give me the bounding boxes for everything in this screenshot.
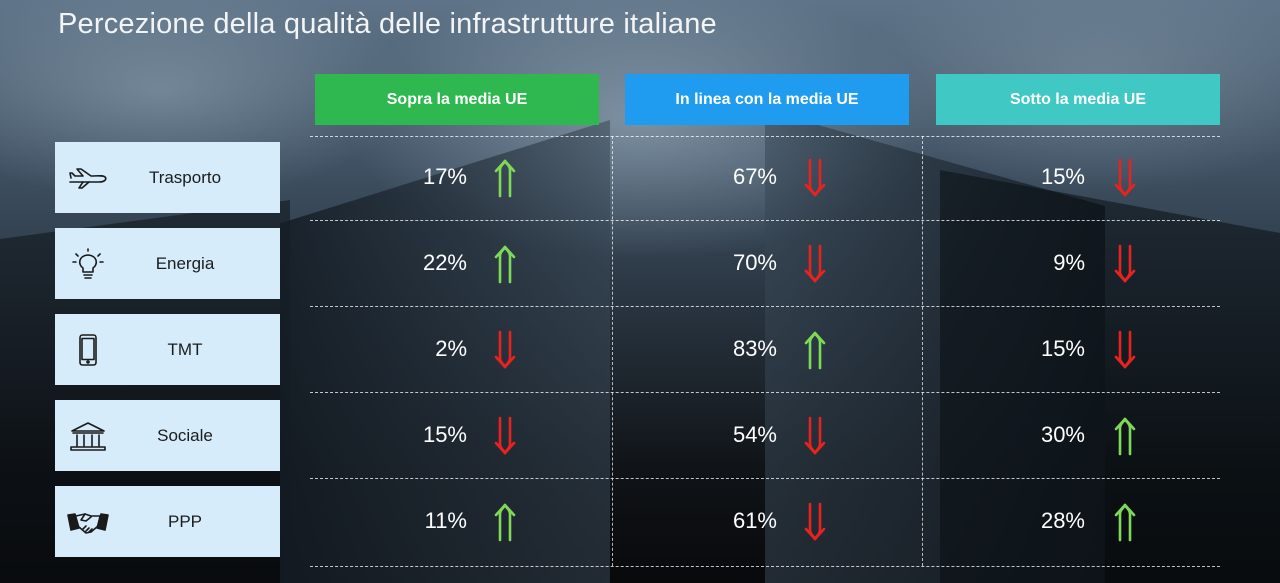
page-title: Percezione della qualità delle infrastru… <box>58 8 717 40</box>
cell-value: 83% <box>732 336 777 361</box>
column-header: In linea con la media UE <box>625 74 909 125</box>
arrow-down-icon <box>1114 244 1136 283</box>
cell-value: 9% <box>1053 250 1085 275</box>
arrow-down-icon <box>804 244 826 283</box>
row-label-tmt: TMT <box>55 314 280 385</box>
cell-value: 28% <box>1040 508 1085 533</box>
grid-line <box>310 136 1220 137</box>
arrow-down-icon <box>494 330 516 369</box>
row-label-text: Trasporto <box>148 167 222 187</box>
row-label-text: TMT <box>167 339 203 359</box>
grid-line <box>310 220 1220 221</box>
arrow-down-icon <box>804 502 826 541</box>
arrow-up-icon <box>494 159 516 198</box>
smartphone-icon <box>79 333 97 366</box>
cell-value: 30% <box>1040 422 1085 447</box>
row-label-text: PPP <box>167 511 203 531</box>
institution-icon <box>70 421 106 451</box>
row-label-text: Sociale <box>157 425 213 445</box>
row-label-energia: Energia <box>55 228 280 299</box>
grid-line <box>310 392 1220 393</box>
cell-value: 22% <box>422 250 467 275</box>
row-label-text: Energia <box>155 253 215 273</box>
cell-value: 61% <box>732 508 777 533</box>
cell-value: 15% <box>1040 336 1085 361</box>
arrow-up-icon <box>1114 503 1136 542</box>
handshake-icon <box>67 512 109 534</box>
grid-line <box>922 136 923 566</box>
row-label-sociale: Sociale <box>55 400 280 471</box>
arrow-down-icon <box>804 416 826 455</box>
background-building <box>940 170 1280 583</box>
column-header: Sopra la media UE <box>315 74 599 125</box>
lightbulb-icon <box>72 247 104 279</box>
cell-value: 11% <box>424 508 467 533</box>
row-label-ppp: PPP <box>55 486 280 557</box>
cell-value: 15% <box>1040 164 1085 189</box>
arrow-up-icon <box>494 503 516 542</box>
arrow-down-icon <box>1114 330 1136 369</box>
grid-line <box>310 478 1220 479</box>
airplane-icon <box>69 167 107 189</box>
grid-line <box>310 306 1220 307</box>
column-header: Sotto la media UE <box>936 74 1220 125</box>
row-label-trasporto: Trasporto <box>55 142 280 213</box>
cell-value: 17% <box>422 164 467 189</box>
cell-value: 67% <box>732 164 777 189</box>
grid-line <box>310 566 1220 567</box>
arrow-down-icon <box>1114 158 1136 197</box>
arrow-down-icon <box>494 416 516 455</box>
arrow-down-icon <box>804 158 826 197</box>
cell-value: 54% <box>732 422 777 447</box>
arrow-up-icon <box>1114 417 1136 456</box>
arrow-up-icon <box>494 245 516 284</box>
arrow-up-icon <box>804 331 826 370</box>
cell-value: 15% <box>422 422 467 447</box>
cell-value: 2% <box>435 336 467 361</box>
grid-line <box>612 136 613 566</box>
cell-value: 70% <box>732 250 777 275</box>
